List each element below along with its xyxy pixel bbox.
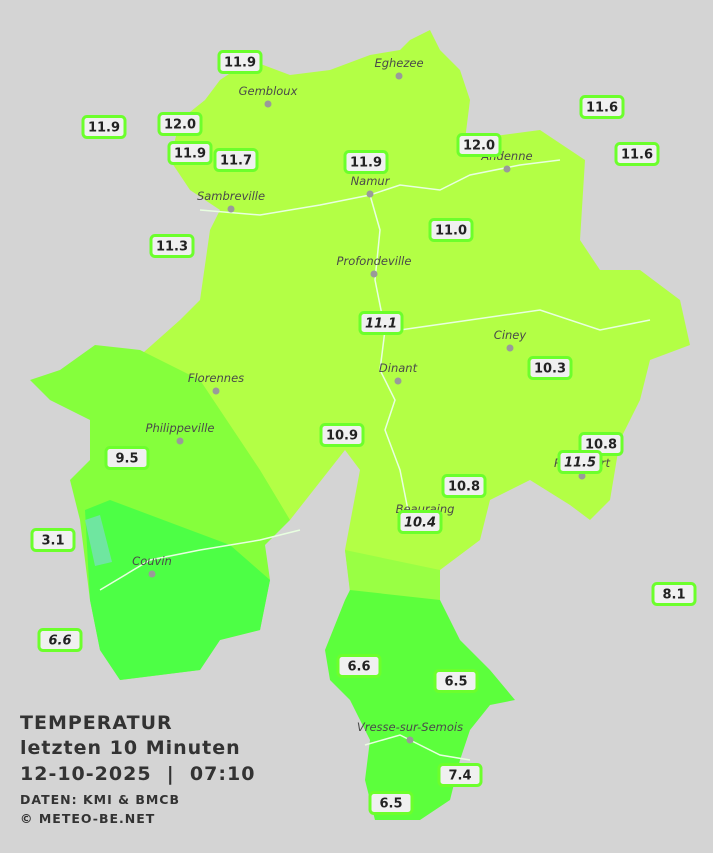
station-value: 10.9: [326, 429, 358, 444]
town-dot: [176, 437, 184, 445]
town-name: Ciney: [494, 328, 527, 342]
station-box: [149, 234, 195, 258]
station-box: [213, 148, 259, 172]
town-dot: [406, 736, 414, 744]
town-name: Gembloux: [239, 84, 298, 98]
station-box: [167, 141, 213, 165]
station-box: [358, 311, 404, 335]
town-dot: [227, 205, 235, 213]
station-box: [433, 669, 479, 693]
town-name: Sambreville: [197, 189, 265, 203]
station-value: 12.0: [164, 118, 196, 133]
station-value: 10.8: [448, 480, 480, 495]
station-value: 12.0: [463, 139, 495, 154]
station-value: 10.8: [585, 438, 617, 453]
station-box: [579, 95, 625, 119]
station-value: 7.4: [448, 769, 471, 784]
station-box: [81, 115, 127, 139]
station-box: [104, 446, 150, 470]
river: [99, 529, 301, 591]
river: [364, 734, 471, 761]
station-box: [336, 654, 382, 678]
station-value: 6.6: [347, 660, 370, 675]
station-value: 11.3: [156, 240, 188, 255]
station-box: [397, 510, 443, 534]
town-dot: [264, 100, 272, 108]
station-box: [614, 142, 660, 166]
river: [399, 309, 651, 331]
river: [369, 194, 411, 521]
town-dot: [395, 72, 403, 80]
station-box: [437, 763, 483, 787]
town-dot: [148, 570, 156, 578]
station-box: [527, 356, 573, 380]
station-value: 10.3: [534, 362, 566, 377]
station-box: [157, 112, 203, 136]
station-value: 11.6: [621, 148, 653, 163]
station-value: 11.0: [435, 224, 467, 239]
region-north: [135, 30, 690, 600]
town-dot: [366, 190, 374, 198]
station-box: [456, 133, 502, 157]
station-box: [343, 150, 389, 174]
town-name: Profondeville: [337, 254, 412, 268]
title: TEMPERATUR: [20, 712, 173, 734]
station-value: 3.1: [41, 534, 64, 549]
town-name: Vresse-sur-Semois: [357, 720, 463, 734]
station-value: 6.5: [444, 675, 467, 690]
region-couvin: [85, 500, 270, 680]
station-box: [217, 50, 263, 74]
region-transition: [345, 550, 440, 602]
town-dot: [394, 377, 402, 385]
station-box: [557, 450, 603, 474]
town-name: Florennes: [188, 371, 244, 385]
station-value: 11.9: [88, 121, 120, 136]
copyright: © METEO-BE.NET: [20, 811, 155, 826]
town-name: Dinant: [379, 361, 418, 375]
subtitle: letzten 10 Minuten: [20, 737, 241, 759]
town-dot: [506, 344, 514, 352]
town-dot: [578, 472, 586, 480]
station-value: 9.5: [115, 452, 138, 467]
station-box: [441, 474, 487, 498]
source: DATEN: KMI & BMCB: [20, 792, 180, 807]
station-value: 6.5: [379, 797, 402, 812]
town-dot: [503, 165, 511, 173]
station-box: [651, 582, 697, 606]
town-name: Philippeville: [146, 421, 215, 435]
station-value: 11.5: [564, 456, 596, 471]
town-dot: [212, 387, 220, 395]
timestamp: 12-10-2025 | 07:10: [20, 763, 255, 785]
station-value: 6.6: [48, 634, 71, 649]
region-south: [325, 590, 515, 820]
station-value: 11.7: [220, 154, 252, 169]
station-box: [30, 528, 76, 552]
station-value: 11.9: [224, 56, 256, 71]
town-name: Eghezee: [374, 56, 423, 70]
station-box: [37, 628, 83, 652]
station-box: [319, 423, 365, 447]
region-cold: [85, 515, 112, 566]
town-name: Couvin: [132, 554, 172, 568]
station-value: 11.9: [174, 147, 206, 162]
station-value: 11.6: [586, 101, 618, 116]
station-value: 8.1: [662, 588, 685, 603]
station-box: [368, 791, 414, 815]
station-value: 10.4: [404, 516, 436, 531]
station-box: [428, 218, 474, 242]
town-name: Namur: [351, 174, 391, 188]
station-value: 11.9: [350, 156, 382, 171]
station-value: 11.1: [365, 317, 397, 332]
river: [199, 159, 561, 216]
town-dot: [370, 270, 378, 278]
